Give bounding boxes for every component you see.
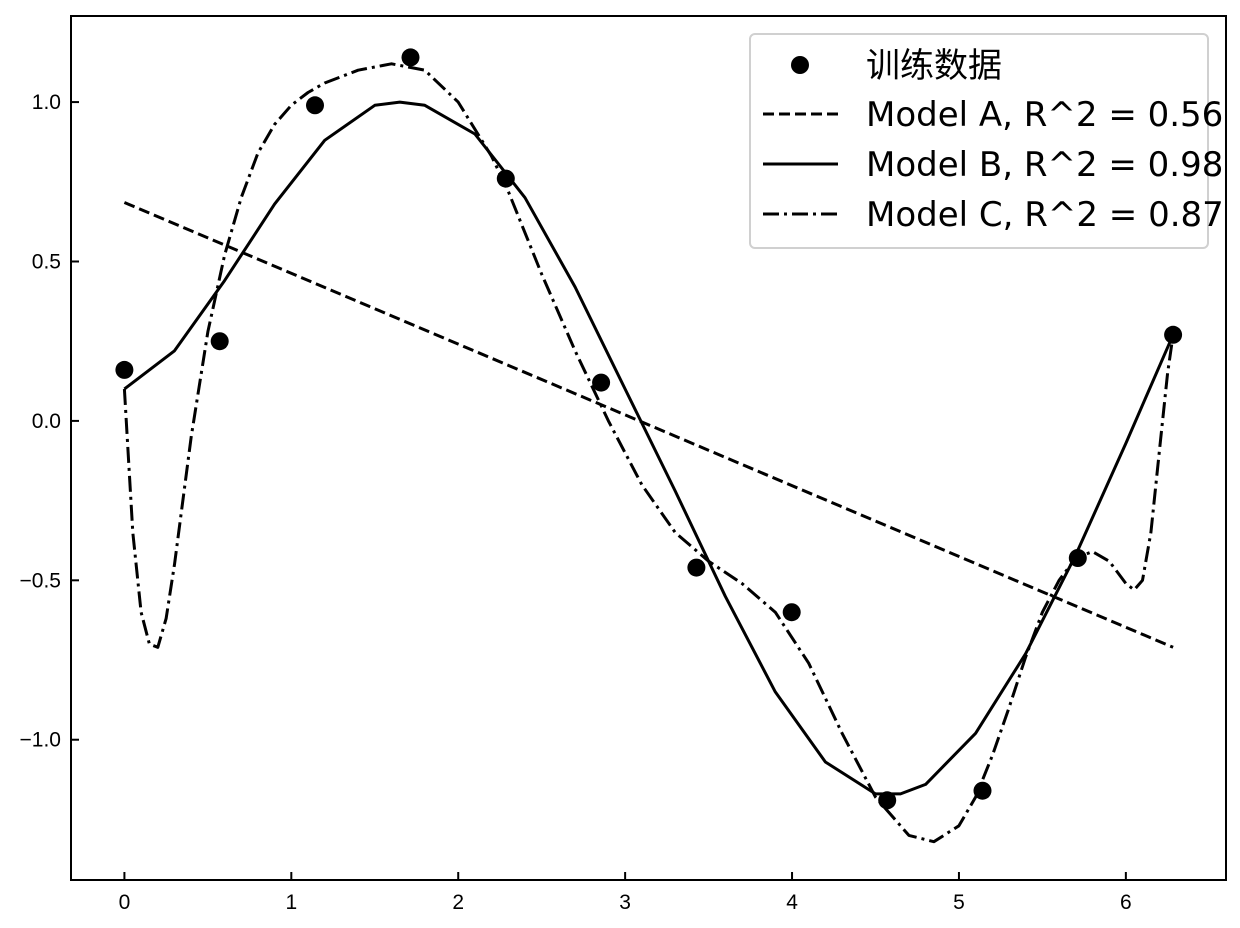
training-data-point: [1068, 549, 1087, 567]
series-line-model-a: [123, 201, 1174, 649]
y-tick-label: 1.0: [32, 91, 61, 114]
legend-marker-training-data: [791, 56, 809, 74]
training-data-point: [687, 558, 706, 577]
plot-area: [115, 48, 1183, 844]
x-tick-label: 3: [619, 891, 631, 914]
axes: 0 1 2 3 4 5 6 −1.0 −0.5 0.0 0.5 1.0: [20, 91, 1132, 914]
training-data-point: [306, 96, 324, 115]
legend: 训练数据 Model A, R^2 = 0.56 Model B, R^2 = …: [749, 33, 1224, 249]
y-tick-label: 0.5: [32, 250, 61, 273]
legend-label-model-c: Model C, R^2 = 0.87: [866, 195, 1224, 235]
x-tick-label: 6: [1120, 891, 1132, 914]
y-tick-label: 0.0: [32, 410, 61, 433]
x-tick-label: 4: [786, 891, 798, 914]
training-data-point: [878, 791, 897, 810]
series-line-model-b: [123, 100, 1175, 796]
legend-label-model-a: Model A, R^2 = 0.56: [866, 95, 1223, 135]
training-data-point: [210, 332, 229, 351]
series-line-model-c: [122, 62, 1175, 844]
x-tick-label: 1: [285, 891, 297, 914]
y-tick-label: −1.0: [20, 729, 61, 752]
legend-label-training-data: 训练数据: [866, 46, 1002, 86]
training-data-point: [973, 781, 992, 800]
training-data-point: [1164, 325, 1183, 344]
training-data-point: [115, 360, 134, 379]
x-tick-label: 2: [452, 891, 464, 914]
x-tick-label: 5: [953, 891, 965, 914]
training-data-point: [496, 169, 515, 188]
y-tick-label: −0.5: [20, 569, 61, 592]
training-data-point: [782, 603, 801, 622]
legend-label-model-b: Model B, R^2 = 0.98: [866, 145, 1223, 185]
legend-frame: [749, 33, 1209, 249]
x-tick-label: 0: [119, 891, 131, 914]
plot-frame: [70, 15, 1227, 881]
training-data-point: [401, 48, 420, 67]
training-data-point: [592, 373, 611, 392]
